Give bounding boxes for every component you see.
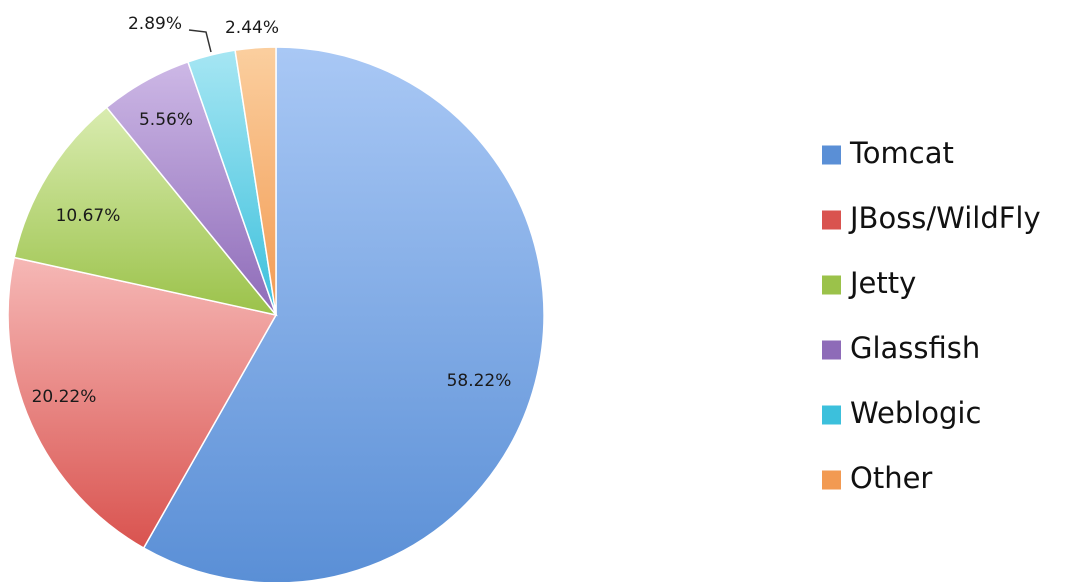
pie-slices — [7, 46, 545, 582]
slice-jboss-wildfly — [7, 256, 278, 550]
slice-label-other: 2.44% — [225, 18, 279, 38]
slice-label-jetty: 10.67% — [56, 206, 121, 226]
slice-tomcat — [142, 46, 545, 582]
legend-swatch-glassfish — [822, 340, 841, 360]
legend-label-tomcat: Tomcat — [849, 136, 954, 170]
slice-jetty — [13, 106, 278, 317]
legend-label-other: Other — [850, 461, 932, 495]
slice-labels: 58.22% 20.22% 10.67% 5.56% 2.89% 2.44% — [32, 14, 512, 407]
legend-label-jboss-wildfly: JBoss/WildFly — [848, 201, 1041, 235]
legend-swatch-tomcat — [822, 145, 841, 165]
legend-swatch-jetty — [822, 275, 841, 295]
leader-line-weblogic — [188, 29, 212, 53]
legend-swatch-weblogic — [822, 405, 841, 425]
slice-label-jboss-wildfly: 20.22% — [32, 387, 97, 407]
legend-label-weblogic: Weblogic — [850, 396, 981, 430]
slice-other — [234, 46, 277, 316]
legend-label-jetty: Jetty — [848, 266, 916, 300]
legend-label-glassfish: Glassfish — [850, 331, 980, 365]
legend-swatch-other — [822, 470, 841, 490]
slice-label-tomcat: 58.22% — [447, 371, 512, 391]
legend-swatch-jboss-wildfly — [822, 210, 841, 230]
slice-label-glassfish: 5.56% — [139, 110, 193, 130]
legend: Tomcat JBoss/WildFly Jetty Glassfish Weblogi… — [822, 136, 1041, 495]
slice-label-weblogic: 2.89% — [128, 14, 182, 34]
